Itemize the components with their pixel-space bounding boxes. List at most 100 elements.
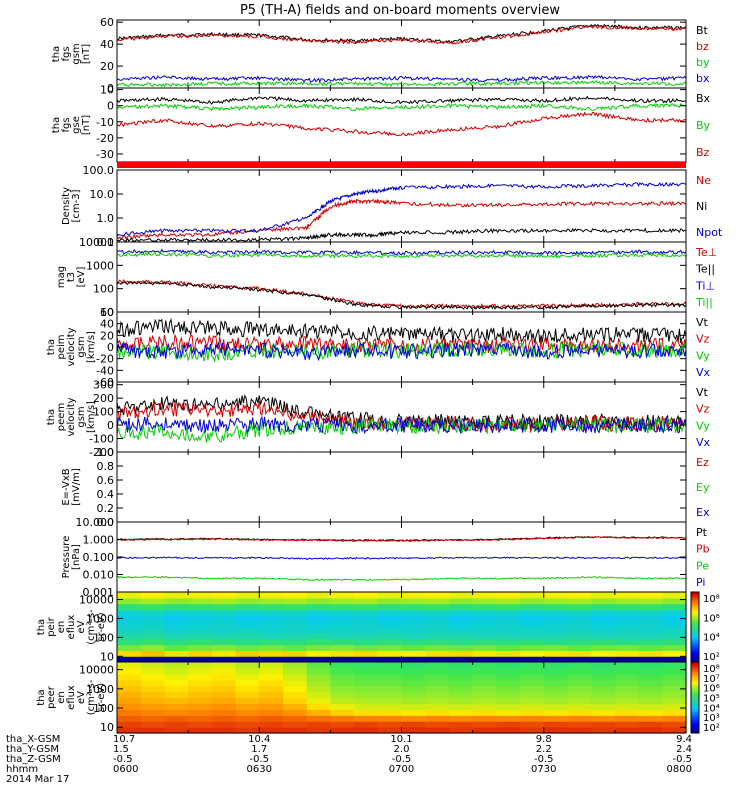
heatmap-cell	[520, 609, 545, 616]
heatmap-cell	[282, 644, 308, 651]
heatmap-cell	[259, 703, 284, 710]
heatmap-cell	[354, 673, 379, 681]
heatmap-cell	[259, 609, 284, 616]
heatmap-cell	[543, 685, 569, 693]
colorbar-cell	[691, 652, 699, 656]
heatmap-cell	[520, 621, 545, 628]
heatmap-cell	[638, 673, 663, 681]
heatmap-cell	[448, 603, 474, 611]
heatmap-cell	[662, 615, 687, 622]
heatmap-cell	[472, 721, 497, 728]
y-axis-label-density: [cm-3]	[71, 189, 82, 222]
heatmap-cell	[543, 709, 569, 716]
heatmap-cell	[282, 673, 308, 681]
heatmap-cell	[425, 603, 450, 611]
heatmap-cell	[117, 662, 142, 669]
legend-label-peem-3: Vx	[696, 436, 711, 449]
heatmap-cell	[662, 650, 687, 657]
heatmap-cell	[164, 709, 189, 716]
heatmap-cell	[614, 691, 640, 699]
heatmap-cell	[377, 592, 403, 599]
heatmap-cell	[164, 667, 189, 675]
heatmap-cell	[211, 632, 237, 640]
heatmap-cell	[425, 727, 450, 734]
colorbar-cell	[691, 594, 699, 598]
heatmap-cell	[354, 697, 379, 705]
heatmap-cell	[448, 662, 474, 669]
heatmap-cell	[496, 615, 521, 622]
heatmap-cell	[614, 662, 640, 669]
heatmap-cell	[282, 597, 308, 605]
y-tick-label: -40	[96, 364, 114, 377]
heatmap-cell	[235, 662, 260, 669]
heatmap-cell	[140, 667, 166, 675]
heatmap-cell	[425, 615, 450, 622]
y-tick-label: 0.4	[97, 488, 115, 501]
heatmap-cell	[662, 644, 687, 651]
series-line-temp-2	[116, 248, 687, 256]
heatmap-cell	[662, 597, 687, 605]
legend-label-peim-3: Vx	[696, 366, 711, 379]
heatmap-cell	[401, 638, 426, 646]
heatmap-cell	[567, 727, 592, 734]
series-line-density-0	[116, 198, 687, 240]
heatmap-cell	[520, 697, 545, 705]
heatmap-cell	[520, 627, 545, 634]
y-axis-label-peim: gsm	[76, 336, 87, 357]
heatmap-cell	[330, 721, 355, 728]
heatmap-cell	[567, 627, 592, 634]
heatmap-cell	[662, 656, 687, 663]
heatmap-cell	[425, 650, 450, 657]
heatmap-cell	[425, 592, 450, 599]
series-line-pressure-3	[116, 556, 687, 560]
heatmap-cell	[235, 715, 260, 722]
heatmap-cell	[520, 709, 545, 716]
legend-label-fgs1-1: bz	[696, 40, 709, 53]
colorbar-cell	[691, 688, 699, 691]
heatmap-cell	[401, 609, 426, 616]
colorbar-cell	[691, 685, 699, 689]
heatmap-cell	[614, 709, 640, 716]
heatmap-cell	[330, 627, 355, 634]
heatmap-cell	[282, 691, 308, 699]
y-axis-label-peim: tha	[46, 339, 57, 355]
heatmap-cell	[282, 650, 308, 657]
heatmap-cell	[188, 638, 213, 646]
y-tick-label: 200	[93, 392, 114, 405]
colorbar-cell	[691, 711, 699, 715]
heatmap-cell	[235, 597, 260, 605]
heatmap-cell	[330, 691, 355, 699]
heatmap-cell	[282, 627, 308, 634]
heatmap-cell	[188, 644, 213, 651]
heatmap-cell	[377, 697, 403, 705]
heatmap-cell	[662, 667, 687, 675]
heatmap-cell	[188, 679, 213, 687]
heatmap-cell	[235, 685, 260, 693]
heatmap-cell	[614, 679, 640, 687]
heatmap-cell	[354, 703, 379, 710]
heatmap-cell	[401, 632, 426, 640]
heatmap-cell	[282, 715, 308, 722]
heatmap-cell	[638, 597, 663, 605]
y-tick-label: 1.0	[97, 212, 115, 225]
heatmap-cell	[401, 592, 426, 599]
legend-label-peem-2: Vy	[696, 419, 710, 432]
y-tick-label: 10.000	[76, 516, 115, 529]
heatmap-cell	[425, 721, 450, 728]
heatmap-cell	[164, 615, 189, 622]
heatmap-cell	[306, 697, 331, 705]
y-tick-label: 10000	[79, 236, 114, 249]
heatmap-cell	[211, 621, 237, 628]
heatmap-cell	[448, 679, 474, 687]
colorbar-cell	[691, 730, 699, 734]
heatmap-cell	[401, 673, 426, 681]
heatmap-cell	[520, 703, 545, 710]
heatmap-cell	[472, 597, 497, 605]
heatmap-cell	[117, 638, 142, 646]
heatmap-cell	[448, 597, 474, 605]
heatmap-cell	[401, 715, 426, 722]
heatmap-cell	[472, 727, 497, 734]
